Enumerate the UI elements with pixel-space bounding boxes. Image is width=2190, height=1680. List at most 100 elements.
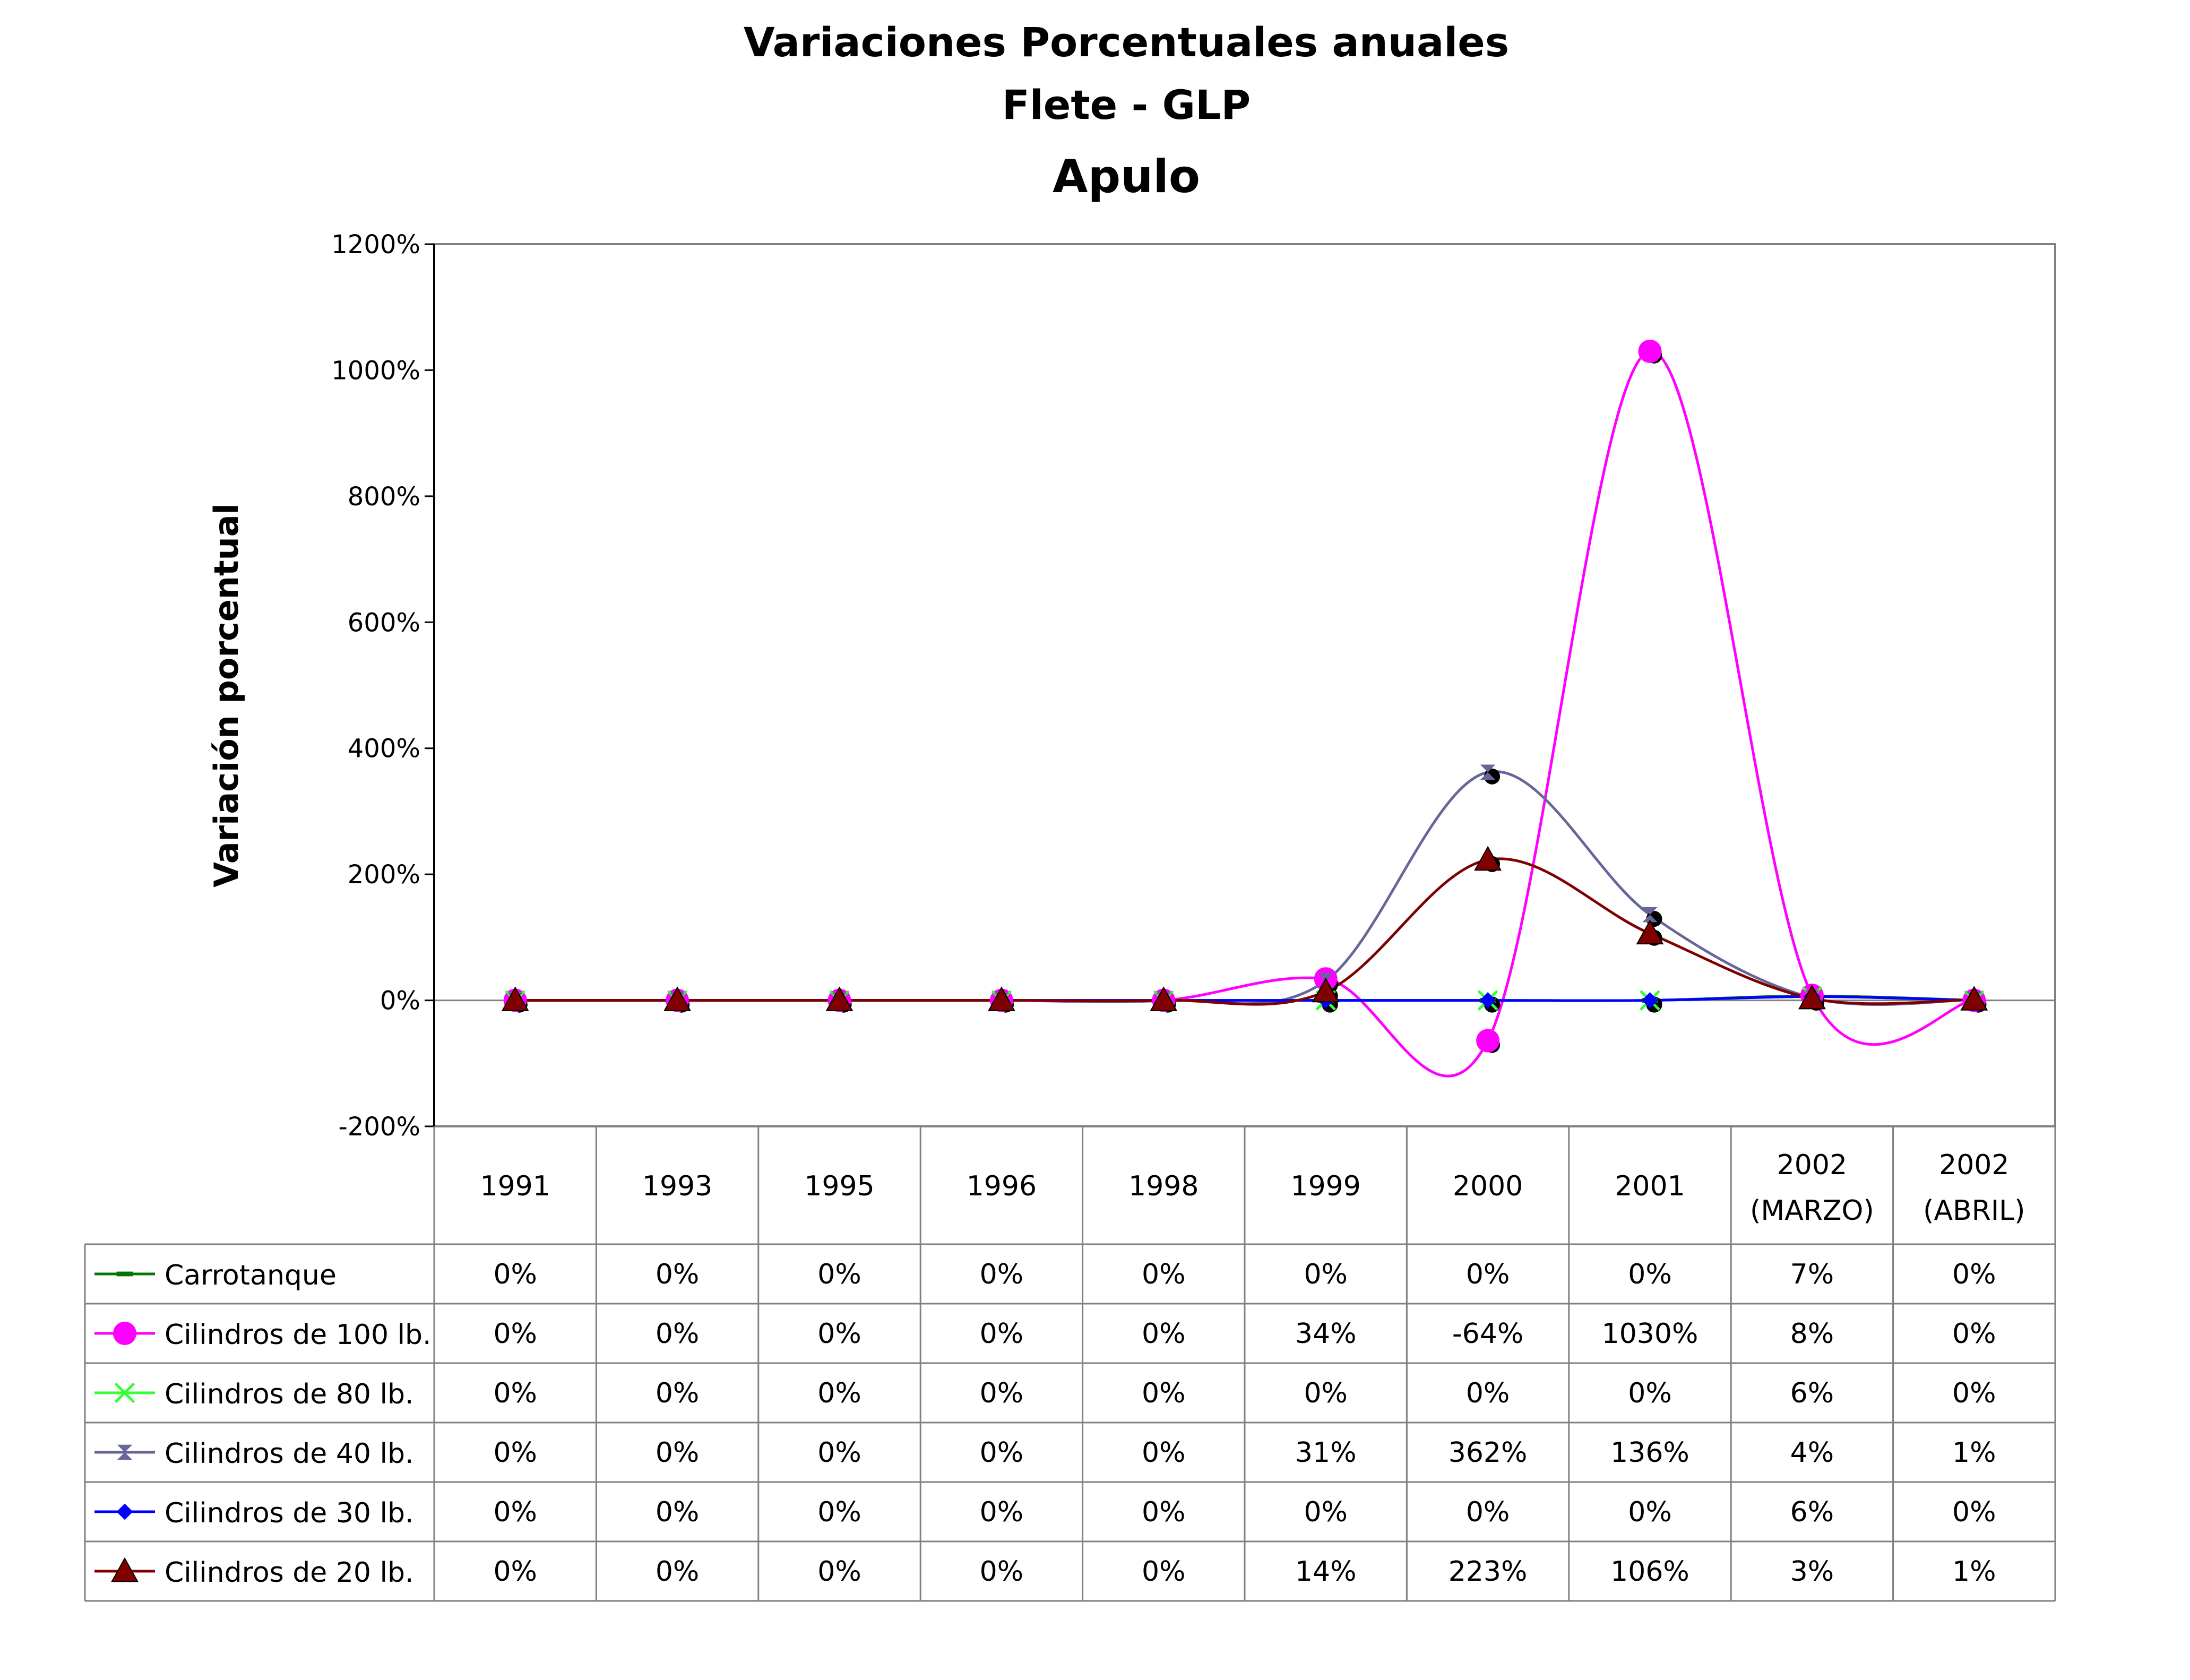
table-cell: 0% (656, 1259, 700, 1290)
table-cell: 31% (1295, 1437, 1357, 1469)
table-cell: 0% (817, 1496, 861, 1528)
table-cell: 0% (493, 1496, 537, 1528)
y-tick-label: 0% (380, 986, 420, 1016)
y-tick-label: 400% (348, 734, 420, 764)
table-cell: 0% (1628, 1377, 1672, 1409)
data-point (1312, 977, 1340, 1003)
table-cell: 0% (493, 1318, 537, 1350)
table-cell: 0% (656, 1437, 700, 1469)
legend-label: Cilindros de 20 lb. (165, 1557, 414, 1589)
table-cell: 0% (656, 1496, 700, 1528)
legend-key-marker (117, 1444, 133, 1460)
category-label: 2002 (1939, 1149, 2009, 1181)
data-point (663, 986, 691, 1011)
y-tick-label: 600% (348, 608, 420, 637)
legend-label: Carrotanque (165, 1260, 337, 1291)
category-label: 2002 (1777, 1149, 1847, 1181)
table-cell: 0% (1142, 1437, 1186, 1469)
legend-label: Cilindros de 100 lb. (165, 1319, 432, 1351)
data-point (1638, 339, 1662, 363)
table-cell: 0% (1142, 1377, 1186, 1409)
legend-label: Cilindros de 30 lb. (165, 1497, 414, 1529)
table-cell: 0% (1304, 1496, 1348, 1528)
plot-border (433, 243, 2056, 1127)
table-cell: 136% (1610, 1437, 1689, 1469)
table-cell: 0% (1304, 1259, 1348, 1290)
data-point (1474, 846, 1502, 871)
legend-key-marker (111, 1557, 139, 1582)
data-point (1480, 764, 1496, 780)
data-point (1960, 986, 1988, 1011)
category-label: 2000 (1453, 1170, 1523, 1202)
category-label: 2001 (1615, 1170, 1685, 1202)
category-label-sub: (ABRIL) (1923, 1195, 2025, 1227)
category-label: 1991 (480, 1170, 550, 1202)
y-axis-label: Variación porcentual (207, 503, 246, 888)
table-cell: 106% (1610, 1556, 1689, 1588)
table-cell: 0% (1142, 1496, 1186, 1528)
table-cell: 0% (1466, 1496, 1510, 1528)
table-cell: 6% (1790, 1377, 1834, 1409)
y-tick-label: -200% (338, 1112, 420, 1142)
data-table: 1991 1993 1995 1996 1998 1999 2000 2001 2002 (MAR… (84, 1126, 2056, 1602)
y-tick-label: 1200% (331, 230, 420, 260)
legend-label: Cilindros de 40 lb. (165, 1438, 414, 1470)
data-point (1642, 992, 1658, 1009)
table-cell: 223% (1448, 1556, 1528, 1588)
table-cell: 0% (817, 1259, 861, 1290)
legend-label: Cilindros de 80 lb. (165, 1379, 414, 1410)
table-cell: 0% (1304, 1377, 1348, 1409)
table-cell: 4% (1790, 1437, 1834, 1469)
table-cell: 7% (1790, 1259, 1834, 1290)
chart-title: Variaciones Porcentuales anuales (744, 19, 1509, 66)
table-cell: 6% (1790, 1496, 1834, 1528)
table-cell: 362% (1448, 1437, 1528, 1469)
legend-key-marker (114, 1382, 135, 1403)
data-point (1479, 992, 1496, 1009)
table-cell: 34% (1295, 1318, 1357, 1350)
table-cell: 0% (656, 1377, 700, 1409)
table-cell: 0% (980, 1377, 1024, 1409)
table-cell: 0% (980, 1556, 1024, 1588)
data-point (1476, 1029, 1500, 1053)
table-cell: 0% (493, 1259, 537, 1290)
chart-location: Apulo (1053, 150, 1200, 203)
data-point (1798, 984, 1826, 1010)
data-point (825, 986, 853, 1011)
table-cell: 0% (1628, 1259, 1672, 1290)
table-cell: 14% (1295, 1556, 1357, 1588)
plot-area: -200% 0% 200% 400% 600% 800% 1000% 1200% (331, 230, 2056, 1142)
y-tick-label: 200% (348, 860, 420, 890)
table-cell: 0% (980, 1318, 1024, 1350)
data-point (1150, 986, 1178, 1011)
table-cell: 0% (493, 1437, 537, 1469)
point-shadow (1484, 768, 1501, 785)
category-label: 1999 (1291, 1170, 1361, 1202)
table-cell: -64% (1452, 1318, 1523, 1350)
legend-key-marker (116, 1271, 133, 1277)
category-label: 1998 (1128, 1170, 1199, 1202)
table-cell: 0% (980, 1496, 1024, 1528)
table-cell: 0% (1952, 1496, 1996, 1528)
category-label: 1995 (804, 1170, 874, 1202)
category-label: 1993 (642, 1170, 712, 1202)
table-cell: 0% (656, 1318, 700, 1350)
table-cell: 0% (1142, 1318, 1186, 1350)
table-cell: 0% (980, 1437, 1024, 1469)
table-cell: 0% (1952, 1318, 1996, 1350)
table-cell: 8% (1790, 1318, 1834, 1350)
table-cell: 0% (1628, 1496, 1672, 1528)
table-cell: 3% (1790, 1556, 1834, 1588)
table-cell: 0% (1466, 1377, 1510, 1409)
table-cell: 0% (817, 1318, 861, 1350)
table-cell: 0% (1142, 1556, 1186, 1588)
table-cell: 1% (1952, 1556, 1996, 1588)
table-cell: 1030% (1602, 1318, 1698, 1350)
category-label-sub: (MARZO) (1750, 1195, 1874, 1227)
table-cell: 1% (1952, 1437, 1996, 1469)
data-point (501, 986, 529, 1011)
legend-key-marker (113, 1322, 136, 1345)
table-cell: 0% (656, 1556, 700, 1588)
table-cell: 0% (1142, 1259, 1186, 1290)
